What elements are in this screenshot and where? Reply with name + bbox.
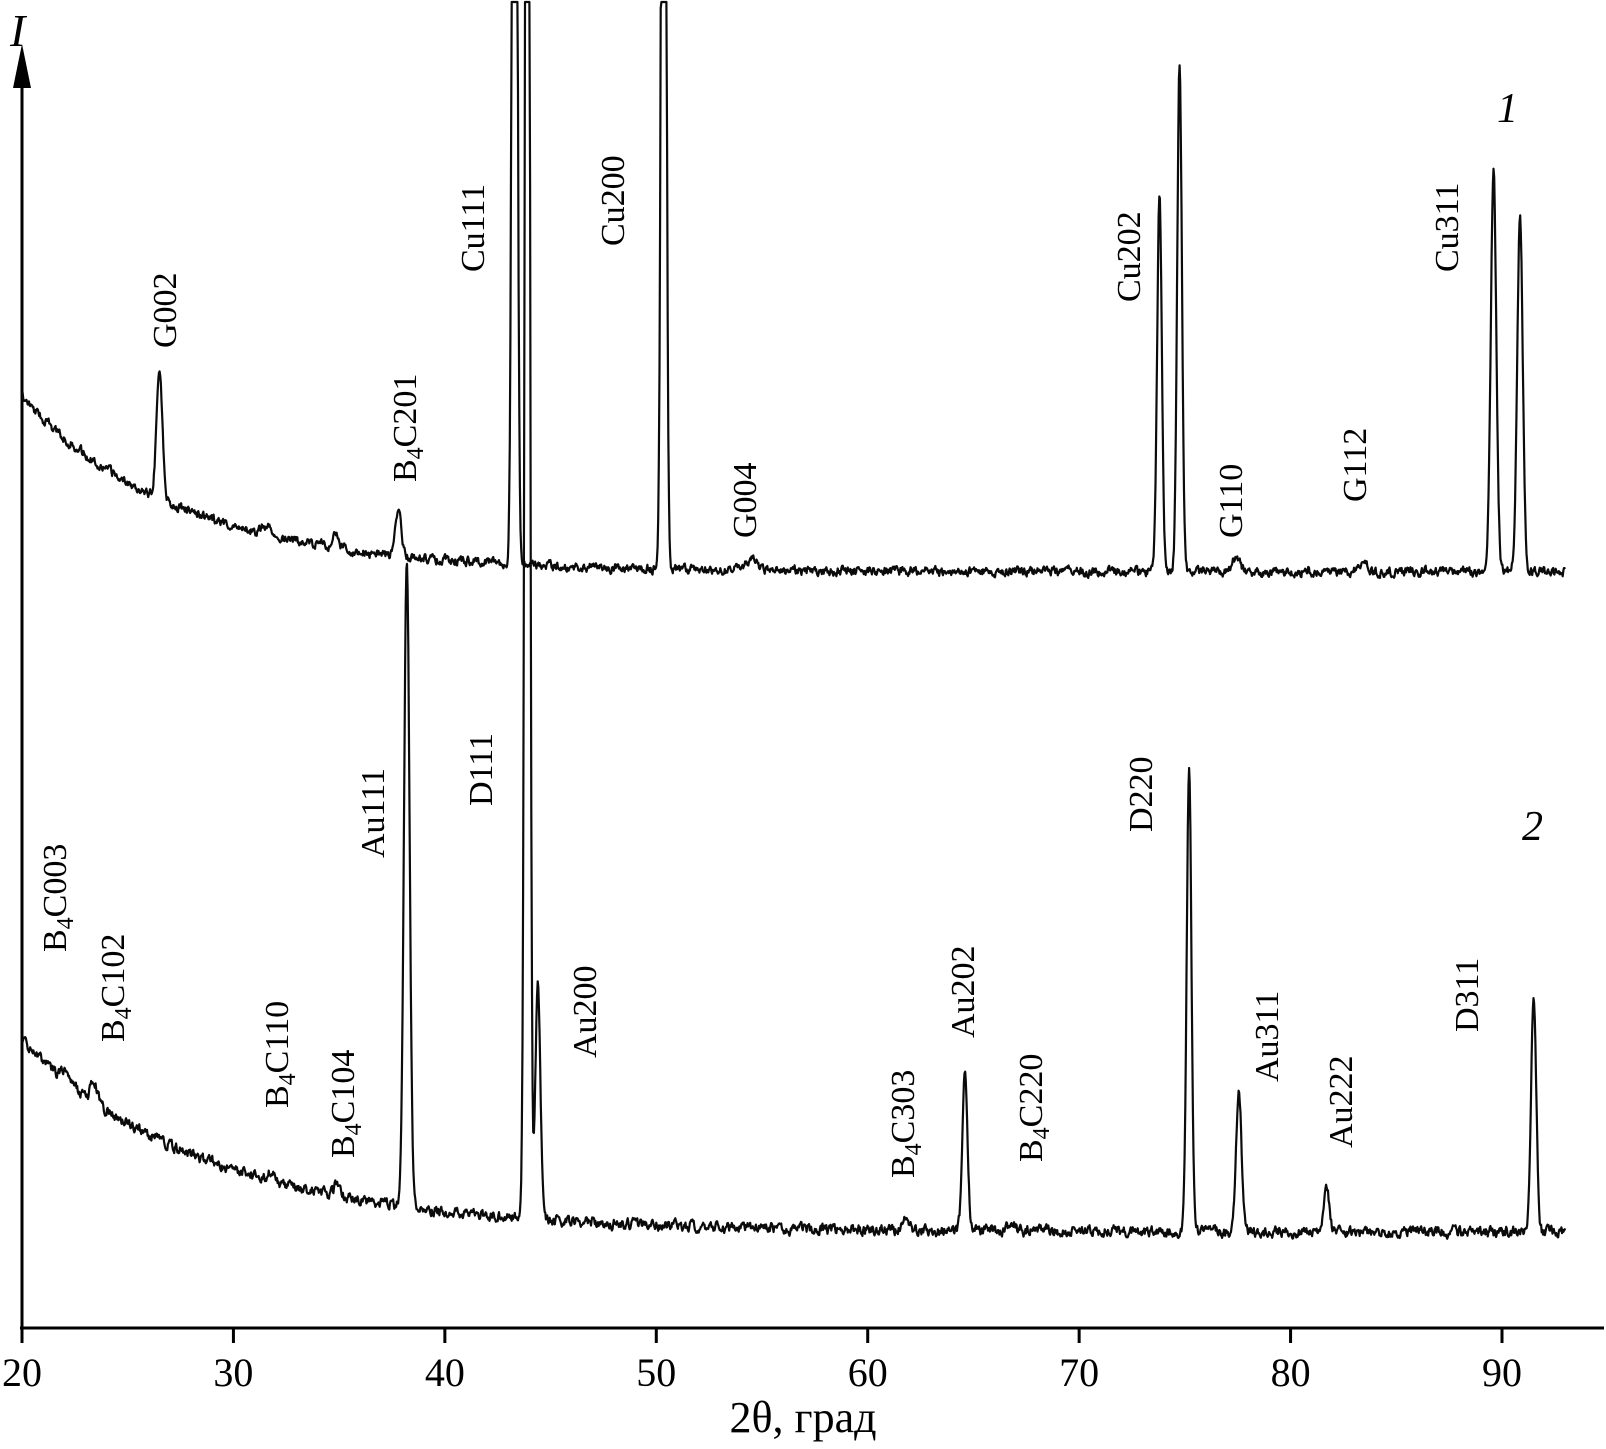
x-tick-label-30: 30 xyxy=(213,1350,253,1395)
peak-label-B4C102: B4C102 xyxy=(95,934,137,1042)
x-tick-label-50: 50 xyxy=(636,1350,676,1395)
peak-label-D220: D220 xyxy=(1123,756,1160,832)
peak-label-Au222: Au222 xyxy=(1323,1055,1360,1148)
peak-label-Au111: Au111 xyxy=(355,768,392,858)
x-axis-label: 2θ, град xyxy=(729,1393,877,1442)
peak-label-B4C110: B4C110 xyxy=(259,1001,301,1108)
peak-label-Cu200: Cu200 xyxy=(595,155,632,246)
x-tick-label-20: 20 xyxy=(2,1350,42,1395)
peak-label-B4C104: B4C104 xyxy=(325,1050,367,1158)
curve-1 xyxy=(21,0,1567,580)
x-tick-label-70: 70 xyxy=(1059,1350,1099,1395)
peak-label-Cu202: Cu202 xyxy=(1111,211,1148,302)
peak-label-G112: G112 xyxy=(1337,428,1374,502)
peak-label-Cu111: Cu111 xyxy=(455,184,492,272)
peak-label-G002: G002 xyxy=(147,272,184,348)
peak-label-Au202: Au202 xyxy=(945,945,982,1038)
x-tick-label-90: 90 xyxy=(1482,1350,1522,1395)
peak-label-Cu311: Cu311 xyxy=(1429,183,1466,272)
peak-label-Au200: Au200 xyxy=(567,965,604,1058)
x-tick-label-40: 40 xyxy=(425,1350,465,1395)
x-tick-label-60: 60 xyxy=(848,1350,888,1395)
peak-label-B4C201: B4C201 xyxy=(387,374,429,482)
y-axis-arrow-icon xyxy=(13,44,31,88)
peak-label-B4C303: B4C303 xyxy=(885,1070,927,1178)
x-tick-label-80: 80 xyxy=(1271,1350,1311,1395)
peak-label-G110: G110 xyxy=(1213,464,1250,538)
series-tag-1: 1 xyxy=(1497,86,1518,132)
peak-label-B4C003: B4C003 xyxy=(37,844,79,952)
peak-label-D111: D111 xyxy=(463,733,500,806)
peak-label-G004: G004 xyxy=(727,462,764,538)
peak-label-B4C220: B4C220 xyxy=(1013,1054,1055,1162)
peak-label-D311: D311 xyxy=(1449,958,1486,1032)
y-axis-label: I xyxy=(10,5,26,56)
curve-2 xyxy=(21,0,1567,1240)
series-tag-2: 2 xyxy=(1522,804,1543,850)
peak-label-Au311: Au311 xyxy=(1249,991,1286,1082)
